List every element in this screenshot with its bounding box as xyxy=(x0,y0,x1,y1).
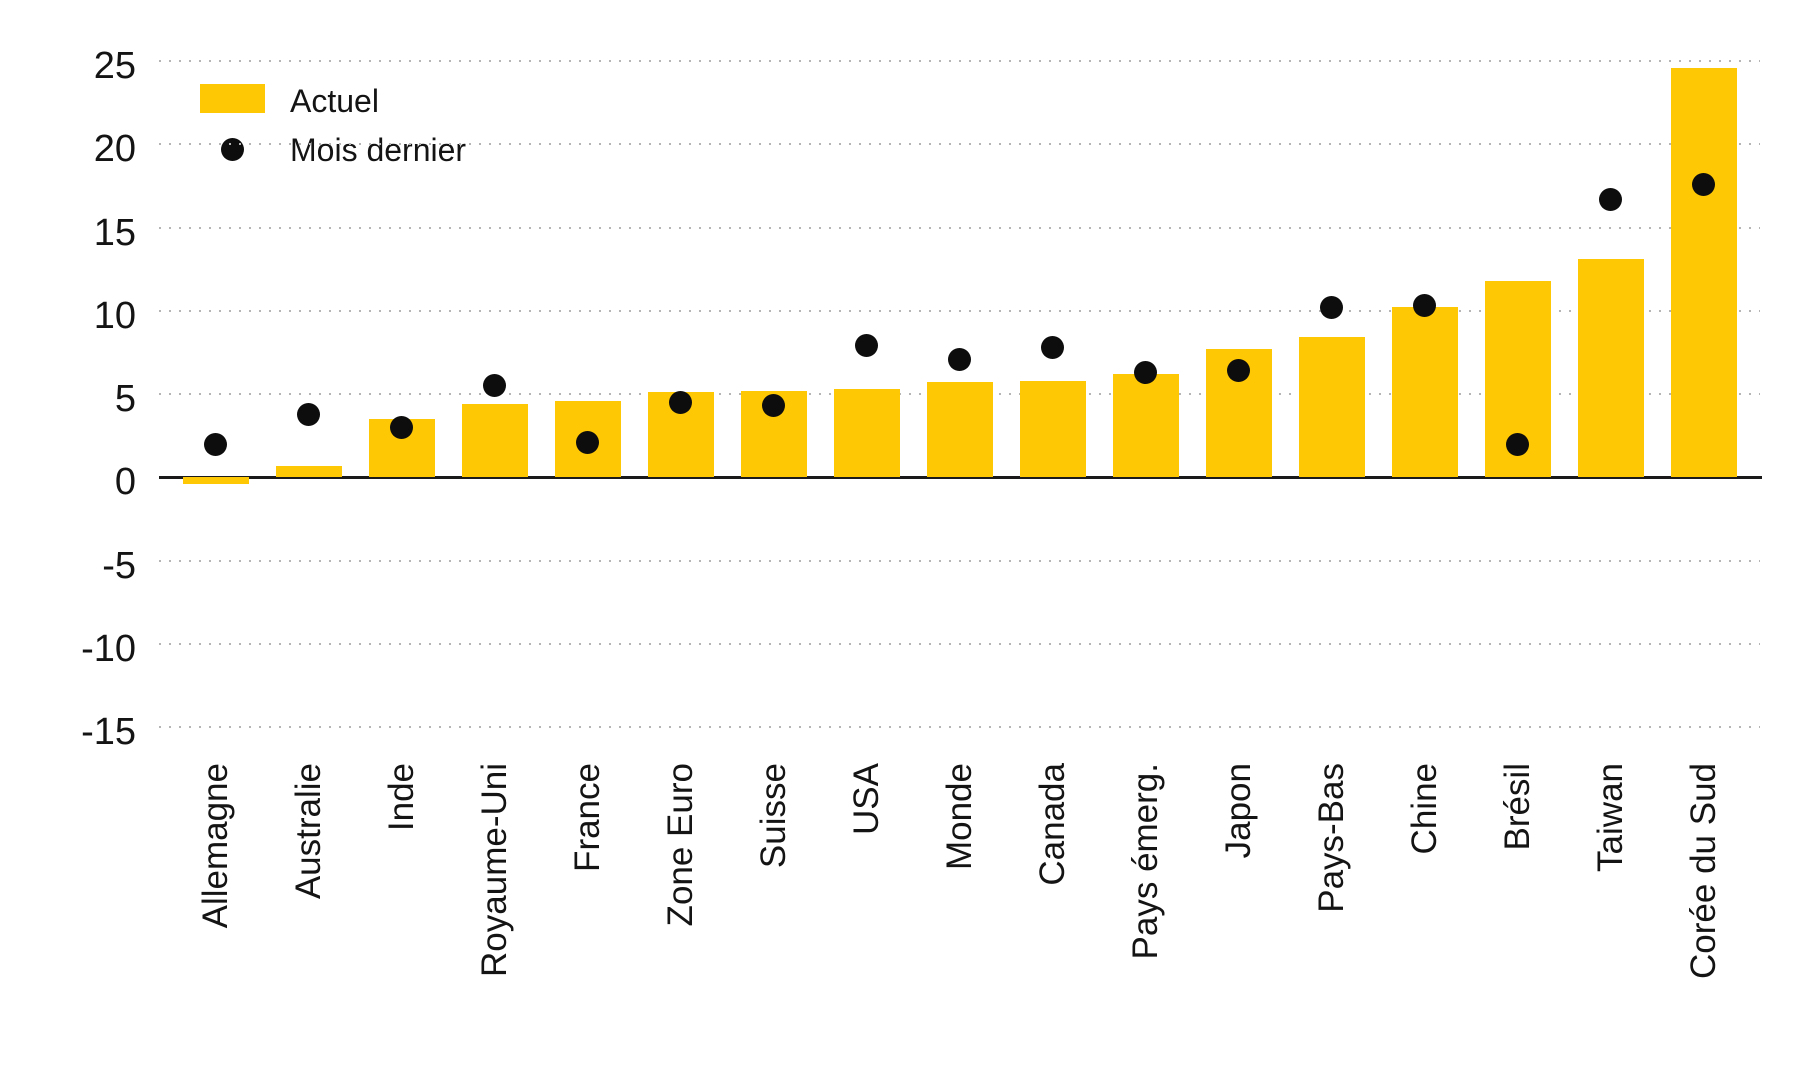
dot-marker xyxy=(1134,360,1157,384)
y-tick-label: -10 xyxy=(81,627,136,670)
x-axis-label: France xyxy=(567,763,607,872)
bar xyxy=(1670,67,1737,478)
x-axis-line xyxy=(159,476,1762,480)
y-tick-label: 0 xyxy=(114,461,136,504)
y-tick-label: 25 xyxy=(93,45,136,88)
x-axis-label: Pays émerg. xyxy=(1125,763,1165,960)
y-tick-label: -5 xyxy=(102,544,136,587)
y-tick-label: 5 xyxy=(114,378,136,421)
bar xyxy=(1391,307,1458,478)
gridline-y-25 xyxy=(159,60,1760,63)
legend-bar-swatch xyxy=(200,84,265,113)
gridline-y--5 xyxy=(159,559,1760,562)
bar xyxy=(1577,259,1644,478)
dot-marker xyxy=(1599,187,1622,211)
y-tick-label: 10 xyxy=(93,294,136,337)
gridline-y--15 xyxy=(159,726,1760,729)
dot-marker xyxy=(1041,335,1064,359)
x-axis-label: Corée du Sud xyxy=(1683,763,1723,979)
bar xyxy=(926,382,993,478)
x-axis-label: Allemagne xyxy=(195,763,235,929)
bar xyxy=(1298,337,1365,478)
x-axis-label: Monde xyxy=(939,763,979,871)
x-axis-label: Taiwan xyxy=(1590,763,1630,872)
dot-marker xyxy=(1227,359,1250,383)
legend-label-actuel: Actuel xyxy=(290,83,379,119)
dot-marker xyxy=(204,432,227,456)
dot-marker xyxy=(1506,432,1529,456)
x-axis-label: Suisse xyxy=(753,763,793,869)
gridline-y--10 xyxy=(159,642,1760,645)
x-axis-label: Japon xyxy=(1218,763,1258,859)
dot-marker xyxy=(855,334,878,358)
y-tick-label: 15 xyxy=(93,211,136,254)
y-tick-label: 20 xyxy=(93,128,136,171)
gridline-y-15 xyxy=(159,226,1760,229)
legend-dot-icon xyxy=(221,138,244,161)
dot-marker xyxy=(297,402,320,426)
x-axis-label: Canada xyxy=(1032,763,1072,886)
legend-label-mois-dernier: Mois dernier xyxy=(290,132,467,168)
x-axis-label: Chine xyxy=(1404,763,1444,855)
dot-marker xyxy=(762,394,785,418)
x-axis-label: Brésil xyxy=(1497,763,1537,851)
x-axis-label: Zone Euro xyxy=(660,763,700,927)
bar xyxy=(1112,374,1179,478)
bar xyxy=(461,404,528,478)
dot-marker xyxy=(1320,295,1343,319)
dot-marker xyxy=(576,430,599,454)
x-axis-label: Australie xyxy=(288,763,328,900)
bar xyxy=(1019,380,1086,478)
y-tick-label: -15 xyxy=(81,711,136,754)
bar xyxy=(833,389,900,478)
dot-marker xyxy=(948,347,971,371)
bar xyxy=(275,465,342,478)
dot-marker xyxy=(1413,294,1436,318)
dot-marker xyxy=(1692,172,1715,196)
x-axis-label: Pays-Bas xyxy=(1311,763,1351,913)
gridline-y-20 xyxy=(159,143,1760,146)
x-axis-label: Royaume-Uni xyxy=(474,763,514,977)
gridline-y-10 xyxy=(159,309,1760,312)
dot-marker xyxy=(483,374,506,398)
dot-marker xyxy=(669,390,692,414)
dot-marker xyxy=(390,415,413,439)
bar xyxy=(182,477,249,484)
x-axis-label: USA xyxy=(846,763,886,835)
x-axis-label: Inde xyxy=(381,763,421,832)
